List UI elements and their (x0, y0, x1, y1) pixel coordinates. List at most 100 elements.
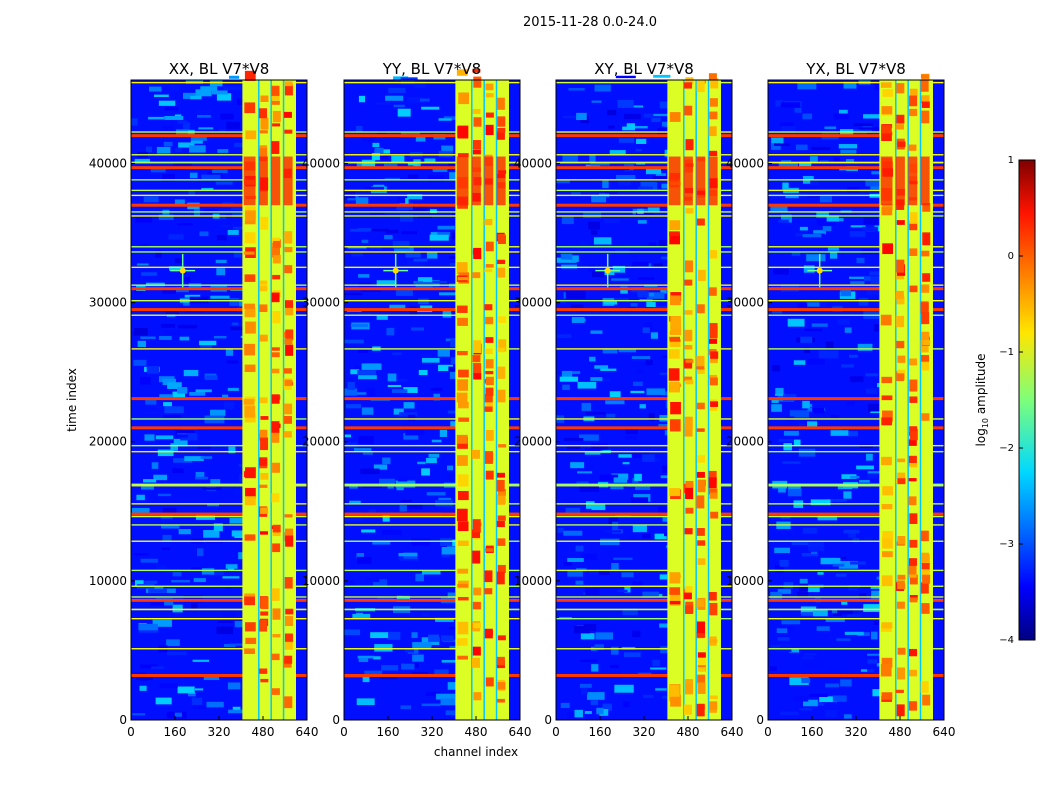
band-blob (685, 682, 694, 695)
heatmap-cell (632, 581, 643, 588)
heatmap-cell (374, 644, 393, 652)
heatmap-cell (642, 591, 659, 598)
heatmap-cell (623, 113, 641, 120)
heatmap-cell (610, 485, 624, 490)
band-blob (909, 95, 918, 107)
heatmap-cell (848, 530, 857, 538)
band-blob (709, 602, 718, 616)
rfi-row (131, 515, 307, 518)
colorbar-tick-label: −1 (999, 347, 1014, 358)
rfi-row (131, 246, 307, 248)
heatmap-cell (397, 108, 411, 117)
heatmap-cell (428, 453, 440, 458)
heatmap-cell (131, 118, 138, 126)
heatmap-cell (557, 334, 572, 338)
heatmap-cell (449, 263, 458, 266)
band-blob (895, 689, 904, 693)
heatmap-cell (231, 530, 250, 537)
band-blob (669, 382, 680, 393)
rfi-row (344, 154, 520, 156)
band-blob (710, 511, 719, 519)
band-blob (259, 280, 268, 285)
heatmap-cell (373, 184, 385, 188)
heatmap-cell (442, 309, 452, 318)
heatmap-cell (864, 536, 873, 542)
heatmap-cell (387, 631, 401, 640)
heatmap-cell (844, 634, 858, 642)
heatmap-cell (648, 292, 655, 297)
heatmap-cell (779, 711, 799, 715)
heatmap-cell (650, 667, 667, 670)
heatmap-cell (807, 421, 818, 428)
rfi-row (344, 596, 520, 598)
heatmap-cell (565, 291, 586, 299)
heatmap-cell (871, 171, 888, 175)
rfi-row (131, 154, 307, 156)
heatmap-cell (216, 268, 226, 276)
panel-title: XY, BL V7*V8 (594, 60, 694, 78)
band-blob (472, 68, 481, 73)
band-blob (259, 619, 268, 632)
colorbar-tick-label: 1 (1008, 155, 1014, 166)
heatmap-cell (787, 318, 805, 327)
band-blob (696, 218, 705, 226)
rfi-row (344, 266, 520, 269)
heatmap-cell (563, 530, 583, 536)
band-blob (669, 231, 680, 236)
heatmap-cell (399, 505, 407, 512)
heatmap-cell (148, 116, 165, 120)
heatmap-cell (403, 432, 419, 440)
band-blob (497, 564, 506, 573)
heatmap-cell (559, 376, 579, 382)
band-blob (244, 220, 256, 225)
heatmap-cell (635, 486, 651, 491)
heatmap-cell (849, 231, 866, 237)
heatmap-cell (358, 435, 374, 444)
rfi-row (556, 211, 732, 213)
band-blob (272, 608, 281, 620)
heatmap-cell (644, 322, 653, 330)
band-blob (283, 431, 292, 438)
heatmap-cell (557, 527, 564, 533)
hot-block (271, 156, 281, 206)
rfi-row (344, 314, 520, 316)
band-blob (896, 371, 905, 382)
heatmap-cell (848, 276, 869, 279)
heatmap-cell (201, 174, 221, 180)
heatmap-cell (825, 683, 839, 688)
heatmap-cell (405, 251, 421, 258)
rfi-row (344, 503, 520, 505)
rfi-row (131, 194, 307, 197)
heatmap-cell (158, 100, 176, 106)
heatmap-cell (389, 304, 409, 311)
heatmap-cell (618, 348, 637, 353)
heatmap-cell (195, 471, 205, 478)
rfi-row (556, 284, 732, 286)
heatmap-cell (631, 451, 650, 459)
band-blob (272, 634, 281, 638)
heatmap-cell (648, 413, 655, 421)
heatmap-cell (182, 122, 191, 130)
panel-title: YY, BL V7*V8 (382, 60, 481, 78)
band-blob (685, 139, 694, 151)
heatmap-cell (613, 477, 628, 483)
band-blob (710, 401, 719, 407)
heatmap-cell (638, 186, 653, 192)
rfi-row (556, 444, 732, 447)
colorbar-label-rest: amplitude (974, 354, 988, 418)
band-blob (670, 401, 681, 415)
heatmap-cell (164, 107, 179, 111)
band-blob (922, 232, 931, 246)
heatmap-cell (407, 194, 423, 200)
y-tick-label: 0 (119, 713, 127, 727)
x-tick-label: 640 (509, 725, 532, 739)
heatmap-cell (801, 552, 819, 557)
hot-block (895, 156, 905, 206)
band-blob (683, 588, 692, 600)
band-blob (709, 377, 718, 386)
heatmap-cell (431, 231, 451, 237)
band-blob (696, 304, 705, 314)
rfi-row (344, 179, 520, 181)
heatmap-cell (437, 225, 455, 230)
band-blob (696, 402, 705, 410)
